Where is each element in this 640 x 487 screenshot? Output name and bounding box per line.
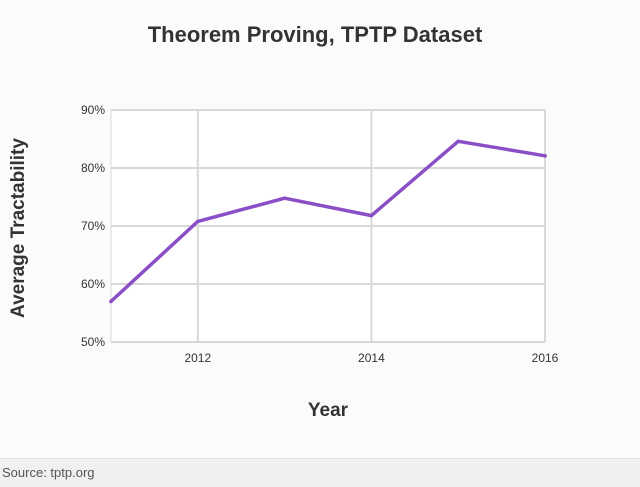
chart: Theorem Proving, TPTP Dataset 50% 60% 70% 8… [8, 22, 559, 421]
x-tick-label: 2012 [184, 351, 211, 365]
y-tick-label: 80% [81, 161, 105, 175]
data-point [109, 299, 113, 304]
y-tick-label: 70% [81, 219, 105, 233]
y-tick-label: 50% [81, 335, 105, 349]
series-layer [109, 139, 547, 304]
chart-title: Theorem Proving, TPTP Dataset [148, 22, 483, 47]
source-note: Source: tptp.org [0, 458, 640, 487]
x-axis-title: Year [308, 400, 349, 421]
data-point [282, 196, 287, 200]
data-point [196, 219, 200, 224]
data-point [369, 213, 374, 218]
data-point [456, 139, 461, 144]
x-tick-label: 2014 [358, 351, 385, 365]
x-axis-ticks: 2012 2014 2016 [184, 351, 558, 365]
series-line [109, 139, 547, 304]
y-axis-title: Average Tractability [8, 138, 29, 318]
data-point [543, 154, 547, 158]
y-axis-ticks: 50% 60% 70% 80% 90% [81, 103, 105, 349]
y-tick-label: 60% [81, 277, 105, 291]
x-tick-label: 2016 [532, 351, 559, 365]
grid [111, 109, 546, 343]
y-tick-label: 90% [81, 103, 105, 117]
